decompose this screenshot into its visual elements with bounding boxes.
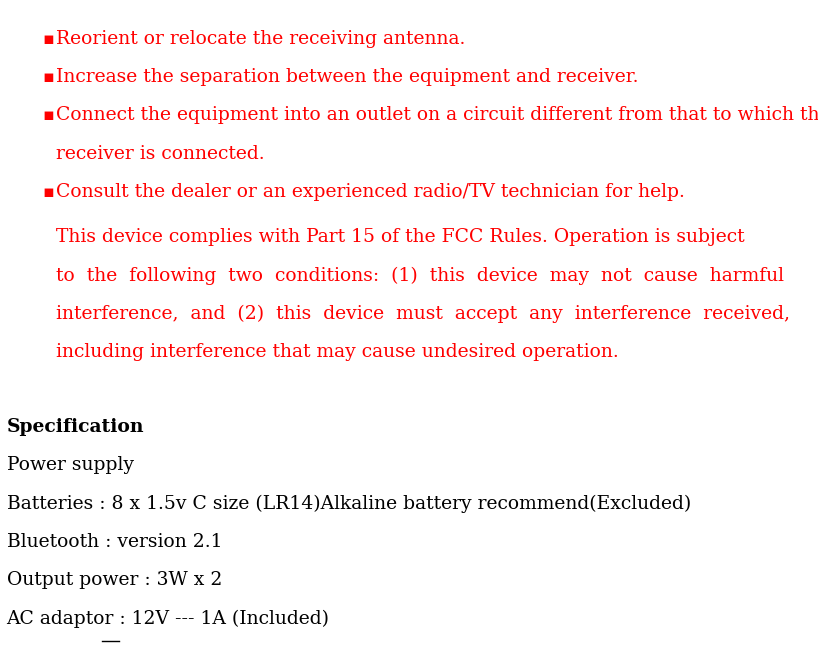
Text: Bluetooth : version 2.1: Bluetooth : version 2.1 bbox=[7, 533, 222, 551]
Text: interference,  and  (2)  this  device  must  accept  any  interference  received: interference, and (2) this device must a… bbox=[56, 305, 789, 323]
Text: Increase the separation between the equipment and receiver.: Increase the separation between the equi… bbox=[56, 68, 638, 86]
Text: Connect the equipment into an outlet on a circuit different from that to which t: Connect the equipment into an outlet on … bbox=[56, 106, 818, 124]
Text: ▪: ▪ bbox=[43, 68, 54, 86]
Text: including interference that may cause undesired operation.: including interference that may cause un… bbox=[56, 343, 618, 361]
Text: ▪: ▪ bbox=[43, 30, 54, 48]
Text: receiver is connected.: receiver is connected. bbox=[56, 145, 264, 163]
Text: to  the  following  two  conditions:  (1)  this  device  may  not  cause  harmfu: to the following two conditions: (1) thi… bbox=[56, 266, 784, 285]
Text: Reorient or relocate the receiving antenna.: Reorient or relocate the receiving anten… bbox=[56, 30, 465, 48]
Text: This device complies with Part 15 of the FCC Rules. Operation is subject: This device complies with Part 15 of the… bbox=[56, 228, 744, 246]
Text: AC adaptor : 12V --- 1A (Included): AC adaptor : 12V --- 1A (Included) bbox=[7, 609, 330, 628]
Text: ▪: ▪ bbox=[43, 106, 54, 124]
Text: Power supply: Power supply bbox=[7, 456, 133, 474]
Text: Batteries : 8 x 1.5v C size (LR14)Alkaline battery recommend(Excluded): Batteries : 8 x 1.5v C size (LR14)Alkali… bbox=[7, 494, 690, 513]
Text: Output power : 3W x 2: Output power : 3W x 2 bbox=[7, 571, 222, 589]
Text: Consult the dealer or an experienced radio/TV technician for help.: Consult the dealer or an experienced rad… bbox=[56, 183, 685, 201]
Text: ▪: ▪ bbox=[43, 183, 54, 201]
Text: Specification: Specification bbox=[7, 418, 144, 436]
